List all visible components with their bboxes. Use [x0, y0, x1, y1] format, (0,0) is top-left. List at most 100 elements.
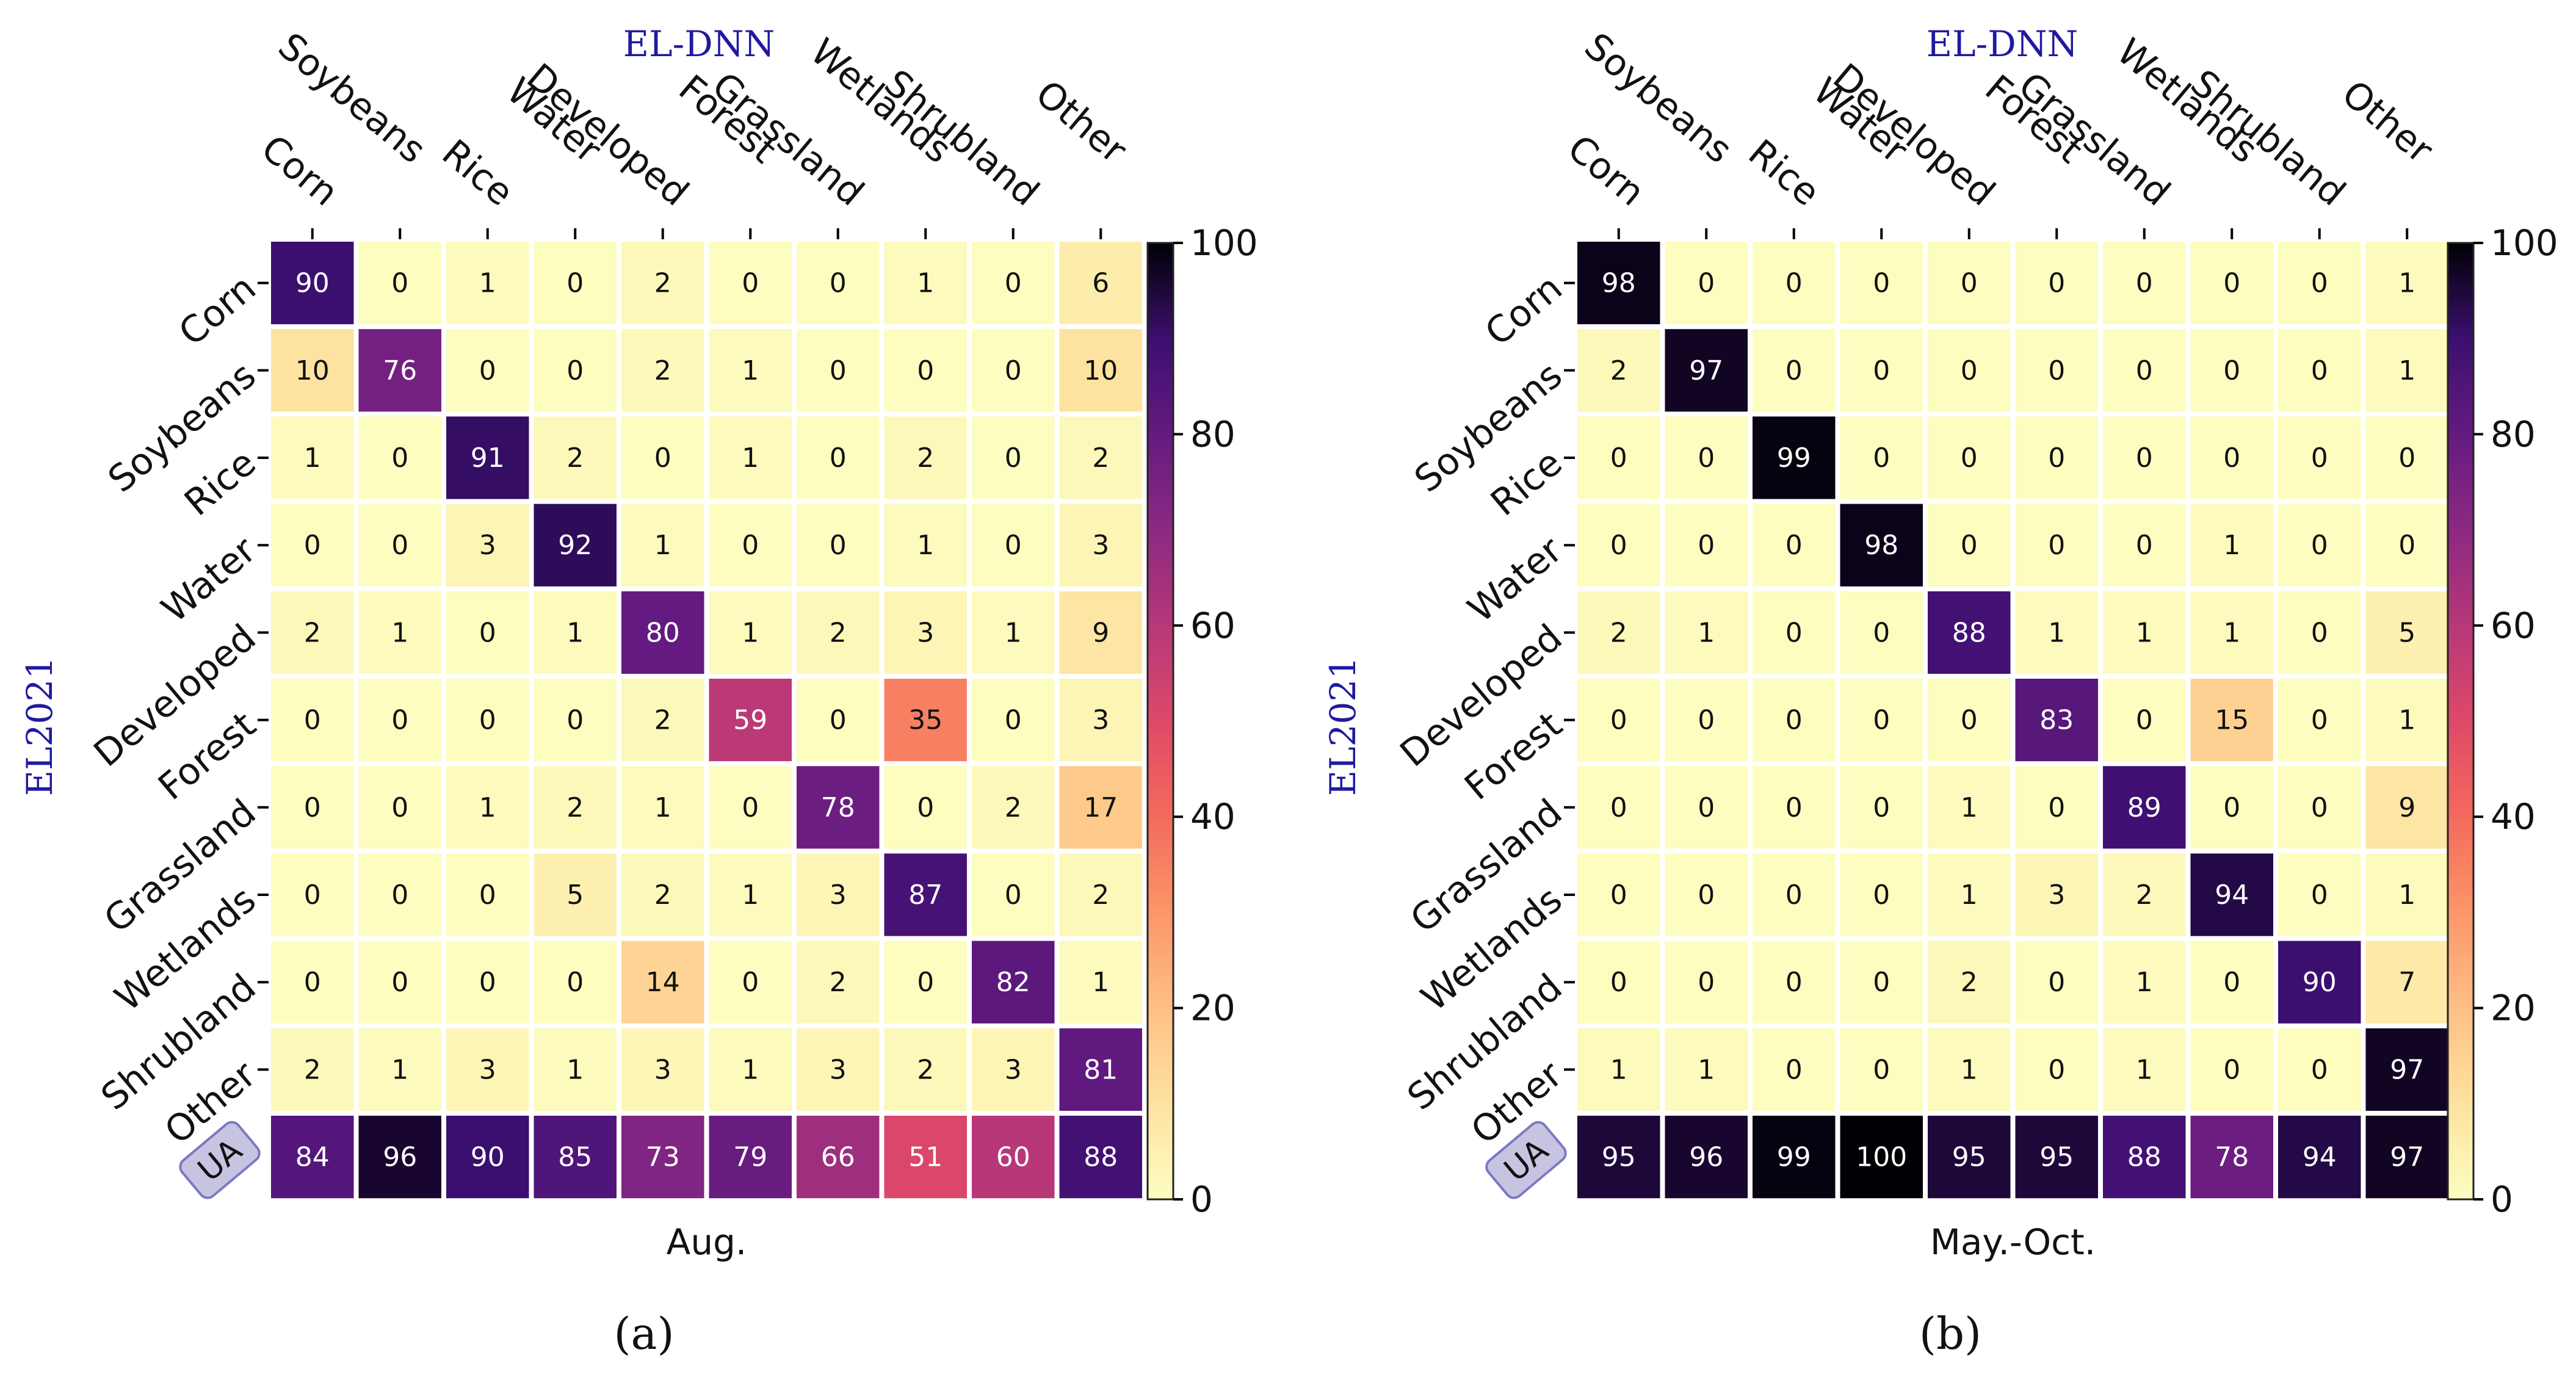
cell-ua-grassland [2103, 1116, 2186, 1199]
cell-ua-developed [1928, 1116, 2011, 1199]
cell-value: 1 [391, 1054, 408, 1085]
cell-value: 2 [566, 443, 584, 474]
cell-value: 0 [654, 443, 671, 474]
cell-soybeans-rice [446, 329, 529, 412]
cell-value: 2 [654, 268, 671, 299]
cell-value: 0 [1610, 443, 1627, 474]
cell-value: 0 [1873, 792, 1890, 823]
cell-value: 10 [1084, 355, 1118, 386]
cell-value: 0 [1005, 443, 1022, 474]
cell-value: 0 [830, 355, 847, 386]
cell-soybeans-grassland [2103, 329, 2186, 412]
cell-other-water [534, 1028, 617, 1111]
cell-value: 60 [996, 1142, 1030, 1173]
cell-value: 76 [383, 355, 417, 386]
cell-ua-shrubland [2278, 1116, 2361, 1199]
row-label-water: Water [1460, 529, 1571, 631]
cell-grassland-shrubland [2278, 766, 2361, 849]
cell-value: 1 [742, 880, 759, 911]
cell-grassland-corn [1577, 766, 1660, 849]
cell-value: 2 [917, 443, 934, 474]
cell-value: 2 [1092, 880, 1109, 911]
row-label-corn: Corn [171, 267, 264, 355]
cell-soybeans-wetlands [884, 329, 967, 412]
cell-value: 0 [830, 705, 847, 736]
cell-water-corn [1577, 504, 1660, 587]
cell-value: 0 [2223, 792, 2240, 823]
cell-ua-rice [1753, 1116, 1836, 1199]
colorbar-tick-label: 80 [1190, 413, 1236, 455]
cell-corn-soybeans [1665, 242, 1748, 325]
cell-value: 0 [2311, 530, 2328, 561]
cell-value: 1 [391, 617, 408, 648]
cell-grassland-water [534, 766, 617, 849]
cell-value: 0 [1785, 1054, 1803, 1085]
colorbar-tick-label: 60 [2491, 605, 2536, 646]
cell-developed-forest [709, 591, 792, 674]
cell-value: 95 [2039, 1142, 2074, 1173]
cell-value: 1 [1961, 1054, 1978, 1085]
cell-value: 2 [2136, 880, 2153, 911]
cell-grassland-forest [709, 766, 792, 849]
cell-value: 3 [917, 617, 934, 648]
column-label-rice: Rice [434, 131, 521, 214]
cell-shrubland-developed [621, 941, 704, 1024]
cell-other-soybeans [358, 1028, 441, 1111]
cell-wetlands-shrubland [2278, 853, 2361, 936]
cell-shrubland-soybeans [1665, 941, 1748, 1024]
cell-water-grassland [2103, 504, 2186, 587]
cell-value: 0 [566, 355, 584, 386]
cell-value: 1 [2398, 880, 2415, 911]
cell-value: 3 [830, 1054, 847, 1085]
cell-shrubland-rice [1753, 941, 1836, 1024]
cell-value: 0 [2048, 1054, 2065, 1085]
cell-value: 0 [391, 705, 408, 736]
cell-shrubland-shrubland [2278, 941, 2361, 1024]
cell-value: 0 [1785, 268, 1803, 299]
cell-value: 1 [742, 443, 759, 474]
cell-grassland-developed [1928, 766, 2011, 849]
cell-value: 0 [742, 530, 759, 561]
cell-value: 1 [2136, 617, 2153, 648]
cell-ua-forest [709, 1116, 792, 1199]
cell-rice-other [1059, 416, 1142, 499]
cell-value: 0 [479, 617, 496, 648]
colorbar [1146, 242, 1174, 1201]
y-axis-label: EL2021 [1322, 657, 1364, 796]
cell-soybeans-shrubland [972, 329, 1055, 412]
cell-value: 95 [1952, 1142, 1986, 1173]
cell-corn-corn [1577, 242, 1660, 325]
cell-corn-corn [271, 242, 354, 325]
cell-value: 0 [479, 705, 496, 736]
cell-value: 0 [1698, 880, 1715, 911]
x-axis-label: May.-Oct. [1930, 1221, 2096, 1263]
cell-wetlands-forest [709, 853, 792, 936]
cell-grassland-corn [271, 766, 354, 849]
cell-value: 0 [2223, 355, 2240, 386]
cell-value: 73 [646, 1142, 680, 1173]
cell-corn-forest [2015, 242, 2098, 325]
cell-grassland-developed [621, 766, 704, 849]
cell-water-water [534, 504, 617, 587]
cell-value: 0 [391, 268, 408, 299]
cell-value: 2 [1005, 792, 1022, 823]
cell-value: 2 [830, 967, 847, 998]
cell-developed-developed [621, 591, 704, 674]
cell-value: 3 [1005, 1054, 1022, 1085]
cell-value: 0 [1698, 268, 1715, 299]
cell-rice-grassland [2103, 416, 2186, 499]
cell-value: 1 [566, 1054, 584, 1085]
cell-rice-grassland [797, 416, 880, 499]
cell-water-wetlands [884, 504, 967, 587]
cell-value: 0 [1961, 268, 1978, 299]
cell-shrubland-wetlands [2190, 941, 2273, 1024]
cell-value: 0 [2136, 530, 2153, 561]
cell-shrubland-water [534, 941, 617, 1024]
cell-shrubland-developed [1928, 941, 2011, 1024]
cell-forest-wetlands [2190, 679, 2273, 762]
cell-water-developed [1928, 504, 2011, 587]
cell-value: 84 [295, 1142, 330, 1173]
cell-ua-rice [446, 1116, 529, 1199]
cell-wetlands-grassland [797, 853, 880, 936]
cell-value: 0 [1698, 792, 1715, 823]
